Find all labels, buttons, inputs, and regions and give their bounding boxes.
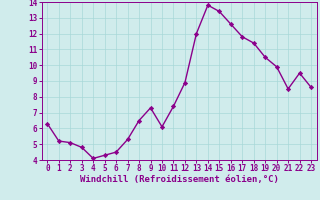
X-axis label: Windchill (Refroidissement éolien,°C): Windchill (Refroidissement éolien,°C) [80, 175, 279, 184]
